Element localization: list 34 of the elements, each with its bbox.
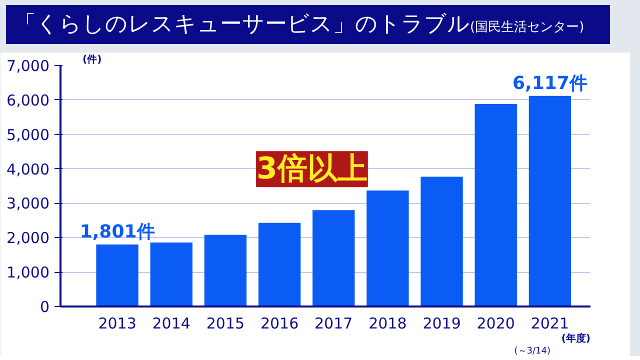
y-tick-label: 0 <box>40 298 50 316</box>
x-tick-label: 2016 <box>260 314 299 332</box>
annotation: 3倍以上 <box>256 152 368 187</box>
x-tick-label: 2015 <box>206 314 245 332</box>
x-tick-label: 2020 <box>476 314 515 332</box>
chart-title: 「くらしのレスキューサービス」のトラブル <box>14 12 470 37</box>
y-tick-label: 3,000 <box>6 194 50 213</box>
x-tick-label: 2014 <box>152 314 190 332</box>
y-tick-label: 7,000 <box>6 57 50 75</box>
data-label: 6,117件 <box>512 72 588 94</box>
x-tick-label: 2018 <box>368 314 407 332</box>
y-tick-label: 6,000 <box>6 91 50 110</box>
bar <box>366 190 409 306</box>
bar <box>96 244 138 306</box>
x-tick-label: 2013 <box>98 314 136 332</box>
bar <box>258 222 301 306</box>
x-tick-label: 2021 <box>530 314 570 332</box>
y-tick-label: 2,000 <box>6 229 50 248</box>
y-axis-title: (件) <box>82 54 102 66</box>
y-tick-label: 4,000 <box>6 160 50 178</box>
bar <box>420 176 463 306</box>
x-axis-title: (年度) <box>561 332 590 344</box>
text: (～3/14) <box>514 346 550 356</box>
bar <box>150 242 192 306</box>
bar <box>474 104 517 306</box>
bar <box>528 96 572 306</box>
bar <box>204 234 247 306</box>
data-label: 1,801件 <box>80 221 155 242</box>
bar <box>312 210 355 306</box>
y-tick-label: 1,000 <box>6 264 50 282</box>
x-tick-label: 2019 <box>422 314 461 332</box>
x-tick-label: 2017 <box>314 314 353 332</box>
chart-subtitle: (国民生活センター) <box>470 20 584 35</box>
y-tick-label: 5,000 <box>6 126 50 144</box>
